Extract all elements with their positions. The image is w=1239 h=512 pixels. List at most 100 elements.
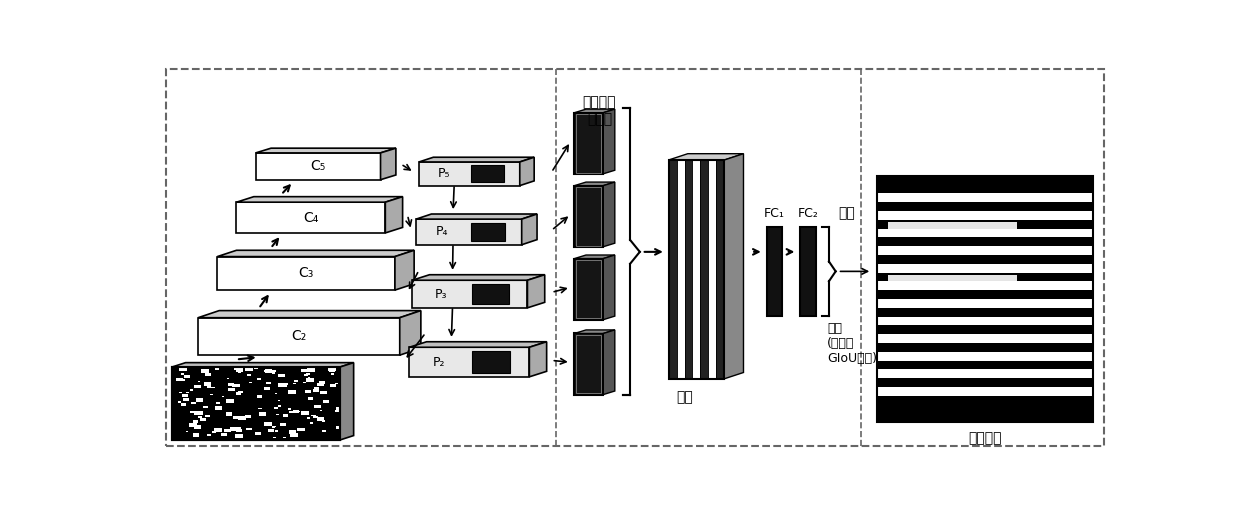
- Polygon shape: [413, 280, 528, 308]
- Bar: [201, 418, 206, 421]
- Bar: [191, 401, 196, 404]
- Bar: [877, 255, 1093, 264]
- Polygon shape: [603, 182, 615, 247]
- Polygon shape: [198, 317, 400, 355]
- Bar: [877, 308, 1093, 316]
- Text: P₄: P₄: [436, 225, 449, 239]
- Polygon shape: [522, 214, 536, 245]
- Bar: [877, 220, 1093, 228]
- Bar: [278, 374, 285, 377]
- Bar: [575, 259, 603, 319]
- Bar: [273, 372, 275, 374]
- Polygon shape: [575, 182, 615, 186]
- Bar: [225, 399, 234, 403]
- Bar: [336, 426, 341, 429]
- Bar: [877, 176, 1093, 184]
- Bar: [183, 398, 190, 401]
- Polygon shape: [416, 219, 522, 245]
- Polygon shape: [400, 311, 421, 355]
- Polygon shape: [409, 347, 529, 377]
- Polygon shape: [575, 255, 615, 259]
- Bar: [321, 392, 326, 394]
- Text: FC₁: FC₁: [763, 207, 784, 220]
- Bar: [238, 416, 245, 419]
- Bar: [198, 416, 202, 418]
- Bar: [268, 429, 274, 432]
- Bar: [275, 393, 278, 394]
- Bar: [228, 399, 234, 402]
- Bar: [888, 372, 1017, 378]
- Bar: [330, 369, 335, 372]
- Bar: [201, 370, 208, 373]
- Bar: [294, 410, 300, 413]
- Text: C₂: C₂: [291, 329, 306, 344]
- Bar: [260, 408, 261, 409]
- Bar: [182, 394, 188, 397]
- Bar: [321, 410, 322, 411]
- Bar: [307, 368, 316, 372]
- Bar: [669, 160, 725, 379]
- Bar: [185, 375, 191, 378]
- Bar: [877, 396, 1093, 404]
- Bar: [472, 351, 510, 373]
- Text: 拼接: 拼接: [676, 390, 694, 404]
- Bar: [336, 382, 338, 384]
- Bar: [471, 165, 503, 182]
- Bar: [256, 378, 261, 380]
- Bar: [238, 371, 240, 373]
- Polygon shape: [528, 275, 545, 308]
- Polygon shape: [529, 342, 546, 377]
- Bar: [289, 391, 296, 394]
- Bar: [274, 425, 276, 426]
- Bar: [203, 406, 208, 408]
- Bar: [274, 408, 278, 409]
- Bar: [193, 420, 198, 422]
- Bar: [305, 374, 309, 376]
- Bar: [327, 368, 336, 371]
- Bar: [315, 405, 321, 409]
- Bar: [233, 416, 238, 419]
- Bar: [181, 373, 185, 375]
- Bar: [282, 437, 286, 438]
- Bar: [191, 411, 195, 413]
- Bar: [297, 428, 306, 432]
- Bar: [877, 316, 1093, 325]
- Bar: [245, 415, 252, 418]
- Bar: [193, 434, 196, 436]
- Bar: [177, 401, 181, 402]
- Bar: [256, 395, 261, 398]
- Bar: [235, 368, 243, 372]
- Bar: [284, 383, 287, 385]
- Polygon shape: [217, 257, 395, 290]
- Bar: [172, 367, 341, 440]
- Bar: [877, 238, 1093, 246]
- Bar: [270, 370, 276, 372]
- Bar: [291, 390, 295, 392]
- Bar: [877, 334, 1093, 343]
- Bar: [575, 333, 603, 395]
- Bar: [227, 378, 229, 379]
- Text: C₃: C₃: [299, 266, 313, 281]
- Bar: [265, 370, 273, 373]
- Bar: [318, 380, 325, 383]
- Bar: [207, 434, 211, 436]
- Bar: [307, 397, 313, 399]
- Bar: [576, 187, 601, 246]
- Bar: [322, 430, 326, 432]
- Bar: [301, 411, 310, 415]
- Bar: [888, 319, 1017, 325]
- Bar: [219, 407, 222, 408]
- Bar: [767, 227, 782, 316]
- Bar: [306, 378, 315, 381]
- Bar: [180, 367, 187, 371]
- Bar: [192, 434, 198, 437]
- Bar: [264, 387, 270, 390]
- Bar: [228, 388, 235, 391]
- Bar: [323, 400, 328, 402]
- Bar: [204, 382, 211, 386]
- Polygon shape: [409, 342, 546, 347]
- Bar: [877, 264, 1093, 272]
- Bar: [176, 378, 182, 381]
- Bar: [178, 392, 182, 393]
- Bar: [264, 421, 273, 425]
